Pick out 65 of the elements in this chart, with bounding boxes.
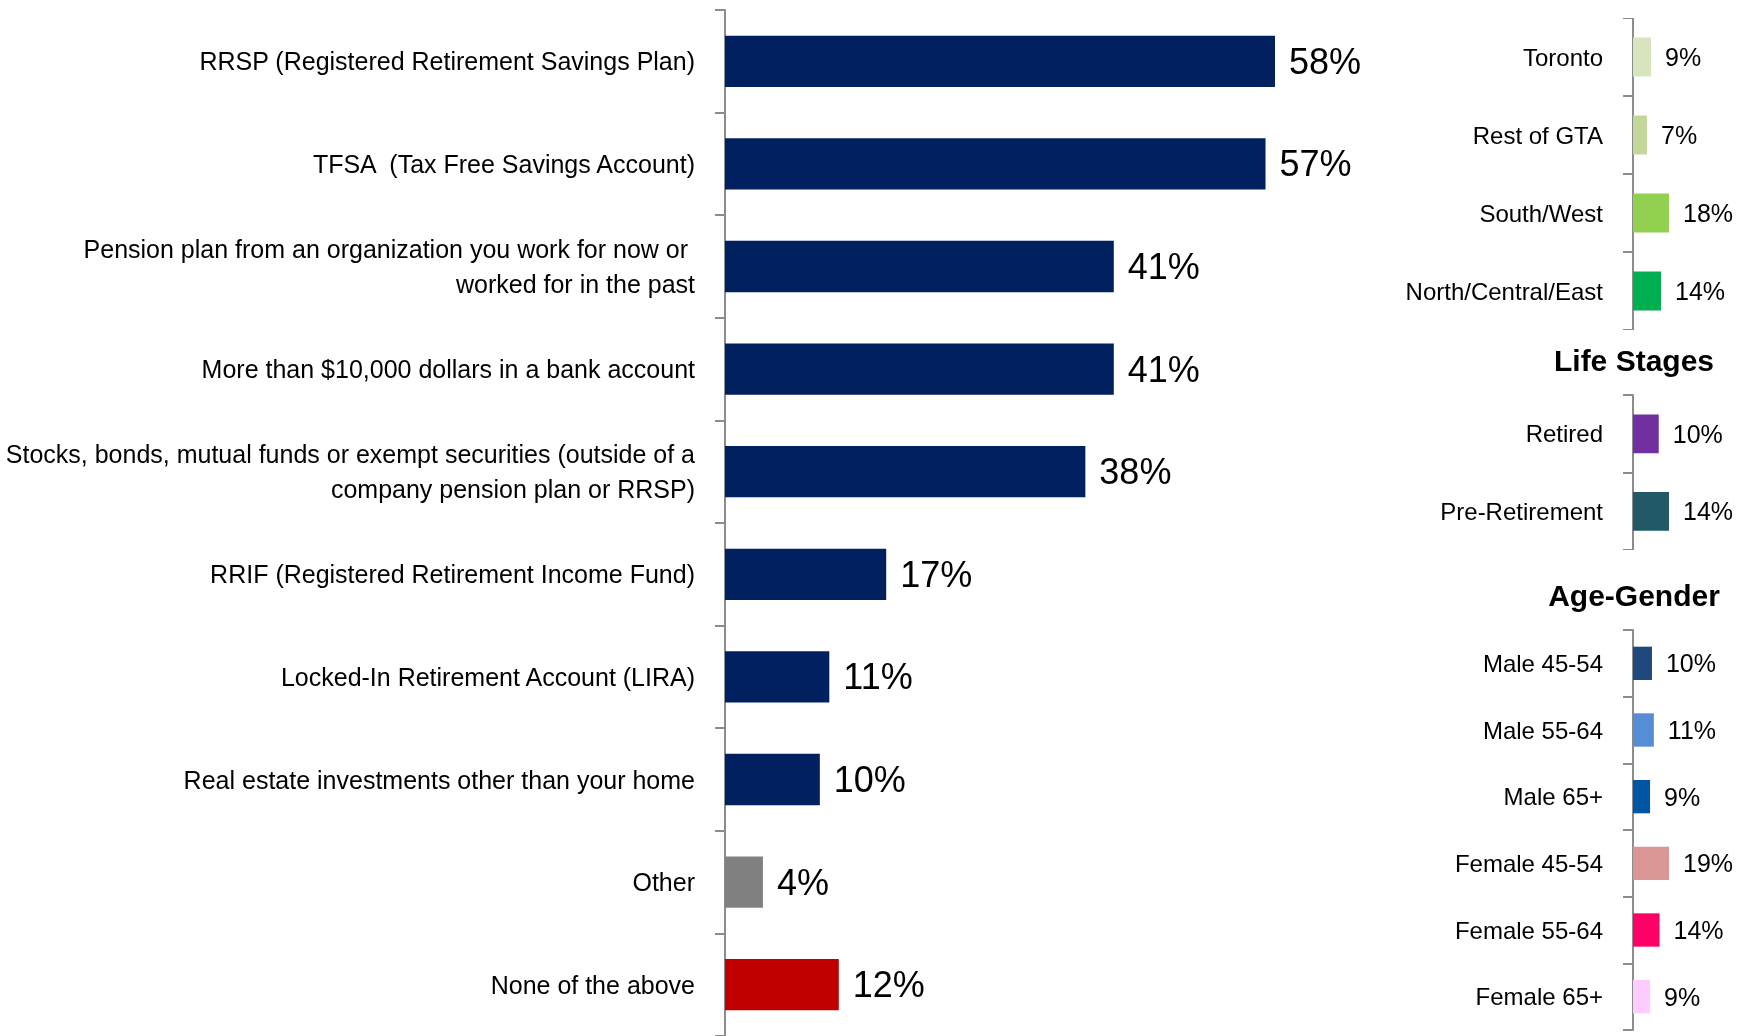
y-tick-label: Real estate investments other than your home <box>183 765 695 794</box>
y-tick-label: Male 65+ <box>1503 783 1603 811</box>
y-tick-label: Toronto <box>1522 43 1603 71</box>
bar <box>1633 646 1652 680</box>
data-label: 41% <box>1127 246 1200 287</box>
data-label: 10% <box>833 759 906 800</box>
y-tick-label: Locked-In Retirement Account (LIRA) <box>280 662 695 691</box>
y-tick-label: Female 65+ <box>1475 983 1603 1011</box>
bar <box>725 138 1266 190</box>
data-label: 7% <box>1661 121 1698 149</box>
data-label: 18% <box>1683 199 1734 227</box>
bar <box>725 959 839 1011</box>
data-label: 14% <box>1673 916 1724 944</box>
data-label: 4% <box>776 861 829 903</box>
data-label: 10% <box>1665 649 1717 678</box>
data-label: 14% <box>1675 277 1726 305</box>
y-tick-label: Pre-Retirement <box>1440 497 1604 525</box>
y-tick-label: South/West <box>1479 199 1604 227</box>
y-tick-label: Female 55-64 <box>1454 916 1603 944</box>
y-tick-label: RRIF (Registered Retirement Income Fund) <box>210 560 695 589</box>
data-label: 17% <box>900 553 973 595</box>
bar <box>725 343 1114 395</box>
bar <box>725 240 1114 293</box>
y-tick-label: Male 55-64 <box>1482 716 1603 744</box>
y-tick-label: TFSA (Tax Free Savings Account) <box>312 149 695 178</box>
chart-title: Life Stages <box>1553 343 1715 377</box>
data-label: 11% <box>843 656 913 698</box>
data-label: 38% <box>1099 451 1172 493</box>
bar <box>1633 271 1662 311</box>
y-tick-label: Retired <box>1525 420 1603 448</box>
data-label: 19% <box>1683 849 1734 878</box>
data-label: 9% <box>1664 782 1701 811</box>
data-label: 14% <box>1683 497 1734 526</box>
bar <box>1633 193 1670 233</box>
y-tick-label: None of the above <box>490 970 695 999</box>
bar <box>1633 780 1651 814</box>
data-label: 9% <box>1665 43 1702 71</box>
y-tick-label: Stocks, bonds, mutual funds or exempt securities (outside of a company pension plan or RRSP) <box>5 440 696 504</box>
data-label: 58% <box>1289 40 1362 82</box>
chart-title: Age-Gender <box>1548 578 1721 612</box>
bar <box>725 651 830 703</box>
bar <box>1633 846 1670 880</box>
data-label: 57% <box>1279 143 1352 185</box>
bar <box>725 446 1086 498</box>
data-label: 12% <box>852 964 925 1006</box>
bar <box>1633 980 1651 1014</box>
y-tick-label: RRSP (Registered Retirement Savings Plan) <box>199 47 695 76</box>
y-tick-label: Pension plan from an organization you work for now or worked for in the past <box>83 235 696 298</box>
y-tick-label: Female 45-54 <box>1454 849 1603 877</box>
bar <box>1633 913 1660 947</box>
data-label: 41% <box>1127 348 1200 390</box>
data-label: 11% <box>1667 716 1717 744</box>
y-tick-label: Male 45-54 <box>1482 649 1603 677</box>
data-label: 10% <box>1672 419 1723 448</box>
bar <box>1633 37 1652 77</box>
bar <box>725 548 887 600</box>
y-tick-label: North/Central/East <box>1405 277 1604 305</box>
bar <box>1633 115 1648 155</box>
y-tick-label: Rest of GTA <box>1472 121 1603 149</box>
data-label: 9% <box>1664 982 1701 1011</box>
y-tick-label: Other <box>632 868 695 897</box>
bar <box>725 35 1275 87</box>
bar <box>1633 713 1654 747</box>
bar <box>725 753 820 806</box>
y-tick-label: More than $10,000 dollars in a bank account <box>201 355 696 384</box>
